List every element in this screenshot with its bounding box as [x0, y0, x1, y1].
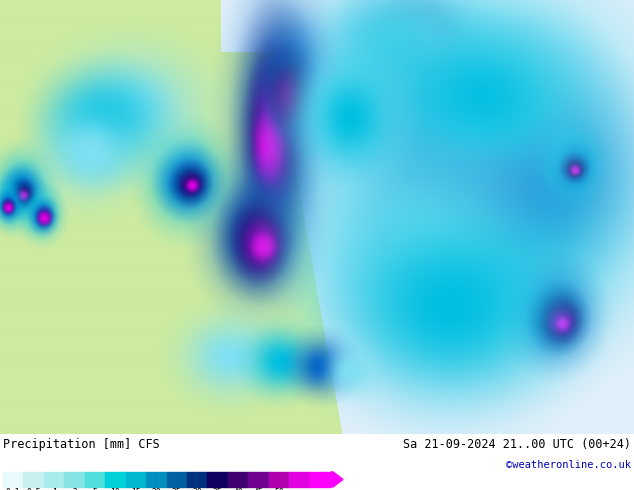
Text: 25: 25 [172, 489, 181, 490]
Text: 5: 5 [93, 489, 98, 490]
FancyArrow shape [331, 472, 343, 487]
Bar [249, 472, 269, 487]
Text: 0.1: 0.1 [6, 489, 20, 490]
Bar [167, 472, 187, 487]
Bar [228, 472, 249, 487]
Text: 45: 45 [254, 489, 263, 490]
Text: Precipitation [mm] CFS: Precipitation [mm] CFS [3, 438, 160, 451]
Text: Sa 21-09-2024 21..00 UTC (00+24): Sa 21-09-2024 21..00 UTC (00+24) [403, 438, 631, 451]
Bar [3, 472, 23, 487]
Text: 1: 1 [51, 489, 56, 490]
Bar [207, 472, 228, 487]
Text: 10: 10 [110, 489, 120, 490]
Text: 15: 15 [131, 489, 141, 490]
Text: 2: 2 [72, 489, 77, 490]
Text: 30: 30 [192, 489, 202, 490]
Bar [146, 472, 167, 487]
Bar [44, 472, 64, 487]
Text: 0.5: 0.5 [27, 489, 41, 490]
Bar [187, 472, 207, 487]
Bar [309, 472, 330, 487]
Text: 20: 20 [152, 489, 161, 490]
Bar [289, 472, 309, 487]
Text: ©weatheronline.co.uk: ©weatheronline.co.uk [506, 460, 631, 470]
Bar [126, 472, 146, 487]
Bar [85, 472, 105, 487]
Text: 40: 40 [233, 489, 243, 490]
Bar [269, 472, 289, 487]
Bar [23, 472, 44, 487]
Bar [105, 472, 126, 487]
Text: 35: 35 [213, 489, 223, 490]
Text: 50: 50 [274, 489, 284, 490]
Bar [64, 472, 85, 487]
